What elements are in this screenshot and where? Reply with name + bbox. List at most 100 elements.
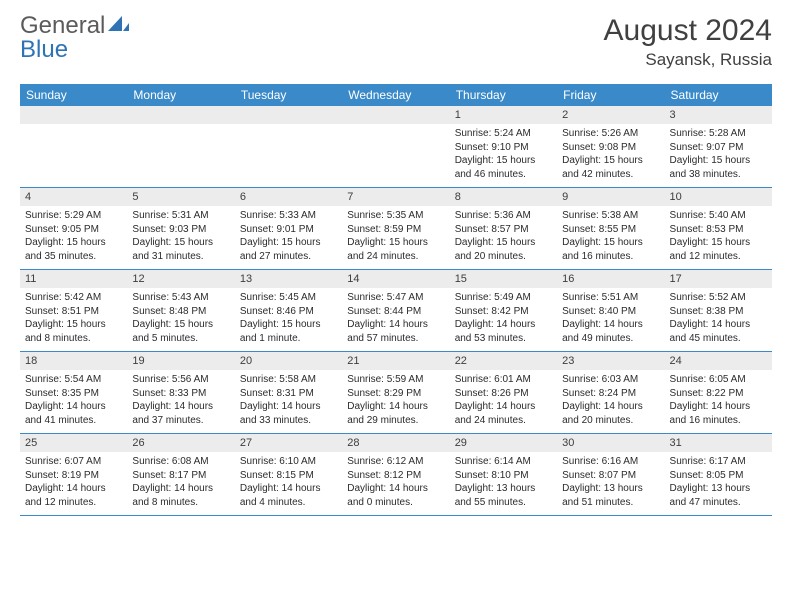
calendar-day-cell: 21Sunrise: 5:59 AMSunset: 8:29 PMDayligh… bbox=[342, 352, 449, 434]
day-details: Sunrise: 5:42 AMSunset: 8:51 PMDaylight:… bbox=[20, 288, 127, 351]
calendar-week-row: 18Sunrise: 5:54 AMSunset: 8:35 PMDayligh… bbox=[20, 352, 772, 434]
day-number: 28 bbox=[342, 434, 449, 452]
day-details: Sunrise: 6:07 AMSunset: 8:19 PMDaylight:… bbox=[20, 452, 127, 515]
calendar-day-cell: 27Sunrise: 6:10 AMSunset: 8:15 PMDayligh… bbox=[235, 434, 342, 516]
day-details: Sunrise: 5:28 AMSunset: 9:07 PMDaylight:… bbox=[665, 124, 772, 187]
day-number: 24 bbox=[665, 352, 772, 370]
day-details: Sunrise: 5:43 AMSunset: 8:48 PMDaylight:… bbox=[127, 288, 234, 351]
day-number: 9 bbox=[557, 188, 664, 206]
calendar-day-cell: 20Sunrise: 5:58 AMSunset: 8:31 PMDayligh… bbox=[235, 352, 342, 434]
calendar-empty-cell bbox=[127, 106, 234, 188]
day-number: 17 bbox=[665, 270, 772, 288]
day-details: Sunrise: 5:26 AMSunset: 9:08 PMDaylight:… bbox=[557, 124, 664, 187]
day-details: Sunrise: 6:16 AMSunset: 8:07 PMDaylight:… bbox=[557, 452, 664, 515]
calendar-day-cell: 22Sunrise: 6:01 AMSunset: 8:26 PMDayligh… bbox=[450, 352, 557, 434]
day-number: 14 bbox=[342, 270, 449, 288]
calendar-day-cell: 14Sunrise: 5:47 AMSunset: 8:44 PMDayligh… bbox=[342, 270, 449, 352]
brand-sail-icon bbox=[108, 14, 130, 38]
day-number: 4 bbox=[20, 188, 127, 206]
calendar-day-cell: 29Sunrise: 6:14 AMSunset: 8:10 PMDayligh… bbox=[450, 434, 557, 516]
day-details: Sunrise: 5:51 AMSunset: 8:40 PMDaylight:… bbox=[557, 288, 664, 351]
day-number: 26 bbox=[127, 434, 234, 452]
day-number: 1 bbox=[450, 106, 557, 124]
calendar-day-cell: 16Sunrise: 5:51 AMSunset: 8:40 PMDayligh… bbox=[557, 270, 664, 352]
day-details: Sunrise: 5:49 AMSunset: 8:42 PMDaylight:… bbox=[450, 288, 557, 351]
day-details: Sunrise: 5:54 AMSunset: 8:35 PMDaylight:… bbox=[20, 370, 127, 433]
brand-part2: Blue bbox=[20, 38, 130, 62]
calendar-day-cell: 8Sunrise: 5:36 AMSunset: 8:57 PMDaylight… bbox=[450, 188, 557, 270]
calendar-body: 1Sunrise: 5:24 AMSunset: 9:10 PMDaylight… bbox=[20, 106, 772, 516]
weekday-header: Sunday bbox=[20, 84, 127, 106]
day-number: 20 bbox=[235, 352, 342, 370]
day-details: Sunrise: 5:59 AMSunset: 8:29 PMDaylight:… bbox=[342, 370, 449, 433]
calendar-day-cell: 3Sunrise: 5:28 AMSunset: 9:07 PMDaylight… bbox=[665, 106, 772, 188]
day-details: Sunrise: 6:05 AMSunset: 8:22 PMDaylight:… bbox=[665, 370, 772, 433]
calendar-empty-cell bbox=[235, 106, 342, 188]
calendar-empty-cell bbox=[342, 106, 449, 188]
day-details bbox=[235, 124, 342, 184]
day-details: Sunrise: 5:38 AMSunset: 8:55 PMDaylight:… bbox=[557, 206, 664, 269]
calendar-day-cell: 1Sunrise: 5:24 AMSunset: 9:10 PMDaylight… bbox=[450, 106, 557, 188]
day-number: 2 bbox=[557, 106, 664, 124]
day-details: Sunrise: 6:03 AMSunset: 8:24 PMDaylight:… bbox=[557, 370, 664, 433]
day-details: Sunrise: 6:01 AMSunset: 8:26 PMDaylight:… bbox=[450, 370, 557, 433]
calendar-day-cell: 24Sunrise: 6:05 AMSunset: 8:22 PMDayligh… bbox=[665, 352, 772, 434]
day-details: Sunrise: 5:40 AMSunset: 8:53 PMDaylight:… bbox=[665, 206, 772, 269]
calendar-day-cell: 23Sunrise: 6:03 AMSunset: 8:24 PMDayligh… bbox=[557, 352, 664, 434]
day-number: 27 bbox=[235, 434, 342, 452]
calendar-day-cell: 10Sunrise: 5:40 AMSunset: 8:53 PMDayligh… bbox=[665, 188, 772, 270]
day-number: 8 bbox=[450, 188, 557, 206]
day-number: 3 bbox=[665, 106, 772, 124]
day-number: 12 bbox=[127, 270, 234, 288]
day-details: Sunrise: 6:10 AMSunset: 8:15 PMDaylight:… bbox=[235, 452, 342, 515]
day-number: 22 bbox=[450, 352, 557, 370]
day-number bbox=[235, 106, 342, 124]
weekday-header: Friday bbox=[557, 84, 664, 106]
calendar-day-cell: 2Sunrise: 5:26 AMSunset: 9:08 PMDaylight… bbox=[557, 106, 664, 188]
calendar-day-cell: 25Sunrise: 6:07 AMSunset: 8:19 PMDayligh… bbox=[20, 434, 127, 516]
calendar-day-cell: 12Sunrise: 5:43 AMSunset: 8:48 PMDayligh… bbox=[127, 270, 234, 352]
calendar-day-cell: 9Sunrise: 5:38 AMSunset: 8:55 PMDaylight… bbox=[557, 188, 664, 270]
day-details: Sunrise: 6:12 AMSunset: 8:12 PMDaylight:… bbox=[342, 452, 449, 515]
calendar-week-row: 4Sunrise: 5:29 AMSunset: 9:05 PMDaylight… bbox=[20, 188, 772, 270]
calendar-day-cell: 26Sunrise: 6:08 AMSunset: 8:17 PMDayligh… bbox=[127, 434, 234, 516]
calendar-table: SundayMondayTuesdayWednesdayThursdayFrid… bbox=[20, 84, 772, 516]
day-number: 30 bbox=[557, 434, 664, 452]
day-number: 29 bbox=[450, 434, 557, 452]
brand-part1: General bbox=[20, 14, 105, 38]
day-details: Sunrise: 6:17 AMSunset: 8:05 PMDaylight:… bbox=[665, 452, 772, 515]
day-number: 15 bbox=[450, 270, 557, 288]
day-details: Sunrise: 5:52 AMSunset: 8:38 PMDaylight:… bbox=[665, 288, 772, 351]
weekday-header: Monday bbox=[127, 84, 234, 106]
calendar-day-cell: 7Sunrise: 5:35 AMSunset: 8:59 PMDaylight… bbox=[342, 188, 449, 270]
day-details: Sunrise: 5:58 AMSunset: 8:31 PMDaylight:… bbox=[235, 370, 342, 433]
day-details: Sunrise: 5:33 AMSunset: 9:01 PMDaylight:… bbox=[235, 206, 342, 269]
day-details bbox=[342, 124, 449, 184]
page-header: GeneralBlue August 2024 Sayansk, Russia bbox=[20, 14, 772, 70]
day-details: Sunrise: 6:08 AMSunset: 8:17 PMDaylight:… bbox=[127, 452, 234, 515]
day-number: 13 bbox=[235, 270, 342, 288]
day-details: Sunrise: 6:14 AMSunset: 8:10 PMDaylight:… bbox=[450, 452, 557, 515]
location-label: Sayansk, Russia bbox=[604, 50, 772, 70]
calendar-day-cell: 5Sunrise: 5:31 AMSunset: 9:03 PMDaylight… bbox=[127, 188, 234, 270]
calendar-day-cell: 17Sunrise: 5:52 AMSunset: 8:38 PMDayligh… bbox=[665, 270, 772, 352]
weekday-header-row: SundayMondayTuesdayWednesdayThursdayFrid… bbox=[20, 84, 772, 106]
calendar-week-row: 1Sunrise: 5:24 AMSunset: 9:10 PMDaylight… bbox=[20, 106, 772, 188]
day-number: 21 bbox=[342, 352, 449, 370]
day-details bbox=[127, 124, 234, 184]
calendar-day-cell: 4Sunrise: 5:29 AMSunset: 9:05 PMDaylight… bbox=[20, 188, 127, 270]
day-details: Sunrise: 5:35 AMSunset: 8:59 PMDaylight:… bbox=[342, 206, 449, 269]
day-number: 11 bbox=[20, 270, 127, 288]
weekday-header: Wednesday bbox=[342, 84, 449, 106]
title-block: August 2024 Sayansk, Russia bbox=[604, 14, 772, 70]
calendar-day-cell: 19Sunrise: 5:56 AMSunset: 8:33 PMDayligh… bbox=[127, 352, 234, 434]
day-details: Sunrise: 5:31 AMSunset: 9:03 PMDaylight:… bbox=[127, 206, 234, 269]
day-number: 7 bbox=[342, 188, 449, 206]
calendar-week-row: 11Sunrise: 5:42 AMSunset: 8:51 PMDayligh… bbox=[20, 270, 772, 352]
calendar-day-cell: 30Sunrise: 6:16 AMSunset: 8:07 PMDayligh… bbox=[557, 434, 664, 516]
calendar-empty-cell bbox=[20, 106, 127, 188]
day-number bbox=[342, 106, 449, 124]
calendar-day-cell: 31Sunrise: 6:17 AMSunset: 8:05 PMDayligh… bbox=[665, 434, 772, 516]
day-details: Sunrise: 5:29 AMSunset: 9:05 PMDaylight:… bbox=[20, 206, 127, 269]
brand-logo: GeneralBlue bbox=[20, 14, 130, 62]
